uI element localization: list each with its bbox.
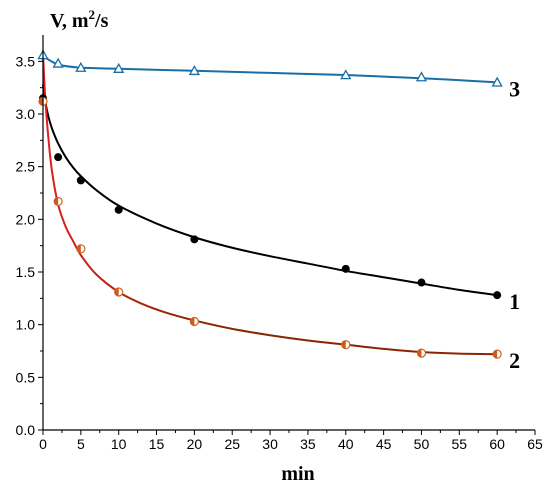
data-point-series-1	[54, 153, 63, 162]
fit-curve-series-1	[42, 84, 498, 297]
x-tick-label: 60	[489, 436, 505, 452]
data-point-series-3	[340, 69, 352, 80]
x-tick-label: 45	[376, 436, 392, 452]
x-tick-label: 30	[262, 436, 278, 452]
data-point-series-1	[114, 205, 123, 214]
data-point-series-2	[53, 196, 63, 207]
data-point-series-2	[416, 348, 427, 358]
data-point-series-3	[75, 61, 87, 72]
series-label-2: 2	[509, 348, 520, 373]
series-label-3: 3	[509, 76, 520, 101]
x-tick-label: 50	[414, 436, 430, 452]
data-point-series-2	[341, 340, 351, 350]
data-point-series-1	[417, 278, 426, 287]
data-point-series-1	[493, 291, 502, 300]
data-point-series-2	[492, 349, 502, 359]
axes: 0 5 10 15 20 25 30 35 40 45 50 55 60 65 0.0 0.5 1.0 1.5 2.…	[16, 35, 543, 452]
x-tick-label: 25	[224, 436, 240, 452]
y-tick-label: 0.5	[16, 369, 36, 385]
data-point-series-1	[190, 235, 199, 244]
series-label-1: 1	[509, 289, 520, 314]
fit-curve-series-3	[42, 55, 498, 84]
x-tick-label: 35	[300, 436, 316, 452]
x-tick-label: 40	[338, 436, 354, 452]
x-tick-label: 0	[39, 436, 47, 452]
y-tick-label: 2.0	[16, 211, 36, 227]
data-point-series-3	[188, 64, 200, 76]
y-tick-label: 3.0	[16, 106, 36, 122]
x-tick-label: 55	[452, 436, 468, 452]
y-axis-title: V, m2/s	[50, 7, 109, 32]
data-point-series-2	[114, 287, 124, 297]
x-tick-label: 65	[527, 436, 543, 452]
fit-curve-series-2	[42, 53, 498, 356]
x-axis-title: min	[281, 463, 314, 485]
data-point-series-3	[113, 62, 125, 73]
y-tick-label: 1.0	[16, 317, 36, 333]
data-point-series-3	[415, 71, 428, 82]
x-tick-label: 20	[187, 436, 203, 452]
data-point-series-3	[52, 57, 64, 68]
y-tick-label: 3.5	[16, 53, 36, 69]
x-tick-label: 5	[77, 436, 85, 452]
plot-area: 1 2 3	[37, 49, 520, 373]
y-tick-label: 0.0	[16, 422, 36, 438]
x-tick-label: 10	[111, 436, 127, 452]
data-point-series-1	[76, 176, 85, 185]
data-point-series-3	[491, 76, 503, 87]
data-point-series-2	[76, 244, 86, 254]
y-tick-label: 2.5	[16, 159, 36, 175]
data-point-series-1	[341, 264, 350, 273]
data-point-series-2	[189, 316, 199, 327]
y-tick-label: 1.5	[16, 264, 36, 280]
x-tick-label: 15	[149, 436, 165, 452]
